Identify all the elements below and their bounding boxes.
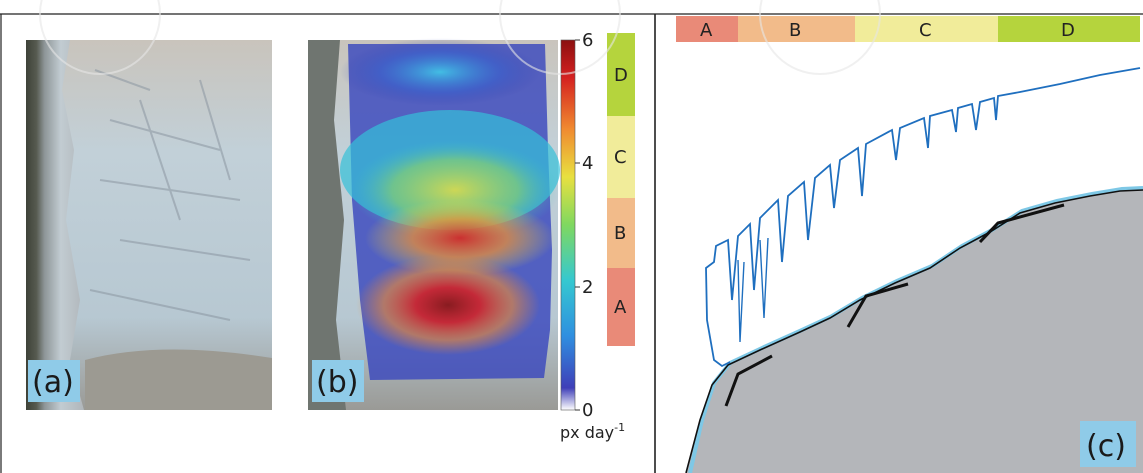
glacier-snout [85, 349, 272, 410]
zone-d-vertical-label: D [614, 65, 628, 86]
watermark-shapes [39, 0, 881, 75]
panel-c-label-box [1080, 421, 1136, 467]
zone-b-horizontal [738, 16, 855, 42]
bed-outline [685, 189, 1143, 473]
zone-c-vertical-label: C [614, 147, 627, 168]
colorbar-unit-base: px day [560, 423, 614, 442]
rock-cliff [26, 40, 84, 410]
zone-a-horizontal-label: A [700, 20, 713, 41]
panel-a-label-box [28, 360, 80, 402]
zone-b-horizontal-label: B [789, 20, 801, 41]
colorbar-ticks [575, 39, 580, 411]
colorbar [560, 39, 576, 411]
zone-b-vertical [607, 198, 635, 268]
colorbar-unit: px day-1 [560, 421, 625, 442]
colorbar-unit-exp: -1 [614, 421, 625, 434]
crevasse-texture [89, 69, 251, 321]
panel-b: 6 4 2 0 px day-1 (b) [308, 30, 625, 442]
panel-c-label: (c) [1086, 429, 1126, 464]
zone-b-vertical-label: B [614, 223, 626, 244]
zone-d-horizontal [998, 16, 1140, 42]
colorbar-tick-0: 0 [582, 400, 593, 421]
zone-a-horizontal [676, 16, 738, 42]
panel-b-label: (b) [316, 365, 358, 400]
bed-steps [724, 203, 1065, 407]
velocity-hot-zone-upper [365, 200, 555, 276]
zone-d-vertical [607, 33, 635, 116]
bedrock [686, 190, 1143, 473]
zone-a-vertical [607, 268, 635, 346]
colorbar-tick-2: 2 [582, 277, 593, 298]
rock-cliff [308, 40, 346, 410]
colorbar-tick-6: 6 [582, 30, 593, 51]
ice-crevasse-lower [737, 237, 769, 343]
zone-bar-vertical: D C B A [607, 33, 635, 346]
zone-d-horizontal-label: D [1061, 20, 1075, 41]
zone-a-vertical-label: A [614, 297, 627, 318]
zone-c-vertical [607, 116, 635, 198]
colorbar-tick-4: 4 [582, 153, 593, 174]
velocity-top-band [340, 38, 540, 106]
ice-body-outline [705, 67, 1141, 368]
velocity-hot-zone-lower [356, 255, 540, 355]
zone-c-horizontal-label: C [919, 20, 932, 41]
panel-b-label-box [312, 360, 364, 402]
panel-c: A B C D (c) [676, 16, 1143, 473]
panel-a: (a) [26, 40, 272, 410]
panel-a-label: (a) [32, 365, 74, 400]
